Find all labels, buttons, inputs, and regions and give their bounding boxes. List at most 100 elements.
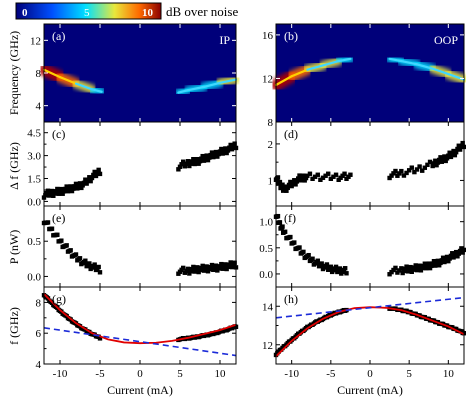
data-point-c-0-15 xyxy=(61,189,67,194)
data-point-c-1-9 xyxy=(189,159,195,164)
ytick-label-d-0: 1 xyxy=(268,175,274,187)
data-point-c-1-39 xyxy=(229,147,235,152)
data-point-c-0-37 xyxy=(91,172,96,178)
data-point-e-1-10 xyxy=(191,264,196,270)
data-point-e-1-24 xyxy=(209,262,215,268)
data-point-d-0-26 xyxy=(299,175,305,181)
data-point-f-1-19 xyxy=(416,265,421,271)
ytick-label-d-1: 2 xyxy=(268,139,274,151)
panel-d: 1 2 (d) xyxy=(268,121,466,207)
data-point-d-1-3 xyxy=(393,168,398,174)
data-point-d-1-23 xyxy=(436,157,442,163)
data-point-d-1-31 xyxy=(447,150,452,155)
data-point-f-0-31 xyxy=(306,252,311,258)
data-point-d-0-23 xyxy=(295,176,301,181)
data-point-d-0-33 xyxy=(312,174,318,179)
data-point-c-0-40 xyxy=(95,170,100,176)
data-point-e-0-6 xyxy=(49,226,55,231)
ytick-label-e-1: 0.5 xyxy=(27,236,41,248)
data-point-e-1-27 xyxy=(213,263,219,268)
heatmap-ridge-b-0-4 xyxy=(337,57,352,63)
data-point-f-1-21 xyxy=(418,268,424,273)
data-point-c-0-30 xyxy=(81,180,87,186)
data-point-d-1-5 xyxy=(397,171,402,176)
data-point-d-0-3 xyxy=(275,175,281,180)
data-point-f-1-38 xyxy=(440,255,446,260)
dashed-line-g xyxy=(43,327,237,357)
heatmap-ridge-b-1-3 xyxy=(431,67,450,76)
data-point-d-1-21 xyxy=(434,162,439,168)
data-point-f-1-49 xyxy=(455,254,460,259)
data-point-f-1-35 xyxy=(436,263,442,268)
data-point-d-0-41 xyxy=(333,172,339,177)
data-point-c-1-10 xyxy=(191,156,196,162)
panel-c: 0.0 1.5 3.0 4.5 (c) Δ f (GHz) xyxy=(7,121,239,208)
xtick-label-h-4: 10 xyxy=(443,368,455,380)
data-point-f-0-38 xyxy=(315,258,320,263)
ytick-label-b-2: 16 xyxy=(262,30,274,42)
xtick-label-h-3: 5 xyxy=(406,368,412,380)
data-point-e-0-24 xyxy=(73,252,79,257)
panel-f: 0.0 0.5 1.0 (f) xyxy=(259,205,466,288)
data-point-g-0-42 xyxy=(97,336,103,341)
data-point-d-1-12 xyxy=(414,167,420,172)
frame-e xyxy=(43,205,237,288)
heatmap-ridge-a-1-3 xyxy=(218,78,238,84)
data-point-f-1-44 xyxy=(448,253,454,259)
xtick-label-g-4: 10 xyxy=(215,368,227,380)
data-point-d-1-22 xyxy=(435,160,441,165)
panel-b: OOP 8 12 16 (b) xyxy=(262,23,466,129)
data-point-e-1-38 xyxy=(228,260,233,265)
data-point-f-1-51 xyxy=(457,248,463,254)
data-point-c-0-21 xyxy=(69,188,75,194)
data-point-c-1-24 xyxy=(209,150,215,155)
data-point-c-1-40 xyxy=(231,144,236,149)
data-point-c-0-7 xyxy=(51,193,56,198)
data-point-f-1-48 xyxy=(453,249,459,255)
data-point-c-1-27 xyxy=(213,149,219,155)
data-point-c-1-38 xyxy=(228,142,233,148)
data-point-f-1-20 xyxy=(417,263,422,268)
ytick-label-f-1: 0.5 xyxy=(259,243,273,255)
ytick-label-a-2: 12 xyxy=(30,35,41,47)
ytick-label-c-1: 1.5 xyxy=(27,174,41,186)
data-point-c-1-36 xyxy=(225,148,231,153)
data-point-f-1-31 xyxy=(431,258,437,264)
data-point-f-0-59 xyxy=(342,266,348,271)
panel-label-a: (a) xyxy=(52,29,65,43)
data-point-d-0-24 xyxy=(297,173,302,178)
ytick-label-g-2: 8 xyxy=(36,297,42,309)
data-point-f-0-3 xyxy=(275,213,281,219)
data-point-c-0-39 xyxy=(93,173,99,179)
colorbar-tick-0: 0 xyxy=(22,7,28,19)
data-point-f-1-41 xyxy=(444,254,450,260)
heatmap-ridge-b-0-2 xyxy=(306,64,325,71)
data-point-c-0-38 xyxy=(92,169,97,175)
panel-a: IP 4 8 12 (a) Frequency (GHz) xyxy=(7,23,241,123)
data-point-f-1-40 xyxy=(443,257,448,262)
data-point-f-0-13 xyxy=(282,229,288,234)
data-point-c-1-17 xyxy=(200,153,205,159)
frame-c xyxy=(43,121,237,207)
data-point-c-1-8 xyxy=(188,161,193,166)
data-point-c-1-0 xyxy=(176,167,181,172)
dashed-line-h xyxy=(275,296,465,319)
data-point-d-0-17 xyxy=(288,179,293,185)
data-point-f-0-24 xyxy=(297,245,302,250)
data-point-c-0-22 xyxy=(71,186,76,191)
data-point-c-0-28 xyxy=(79,185,84,191)
heatmap-ridge-b-0-1 xyxy=(290,68,309,78)
data-point-d-1-33 xyxy=(450,151,455,157)
data-point-d-1-20 xyxy=(433,158,438,163)
data-point-d-0-20 xyxy=(292,178,297,183)
colorbar-gradient xyxy=(15,2,162,20)
fit-curve-h xyxy=(275,306,465,357)
data-point-c-0-24 xyxy=(73,181,79,187)
data-point-f-1-36 xyxy=(438,260,443,266)
data-point-c-1-12 xyxy=(193,159,199,164)
data-point-c-1-34 xyxy=(223,146,228,151)
xtick-label-h-0: -10 xyxy=(284,368,299,380)
xtick-label-h-2: 0 xyxy=(367,368,373,380)
data-point-d-1-0 xyxy=(387,175,392,181)
data-point-c-0-8 xyxy=(52,191,57,196)
